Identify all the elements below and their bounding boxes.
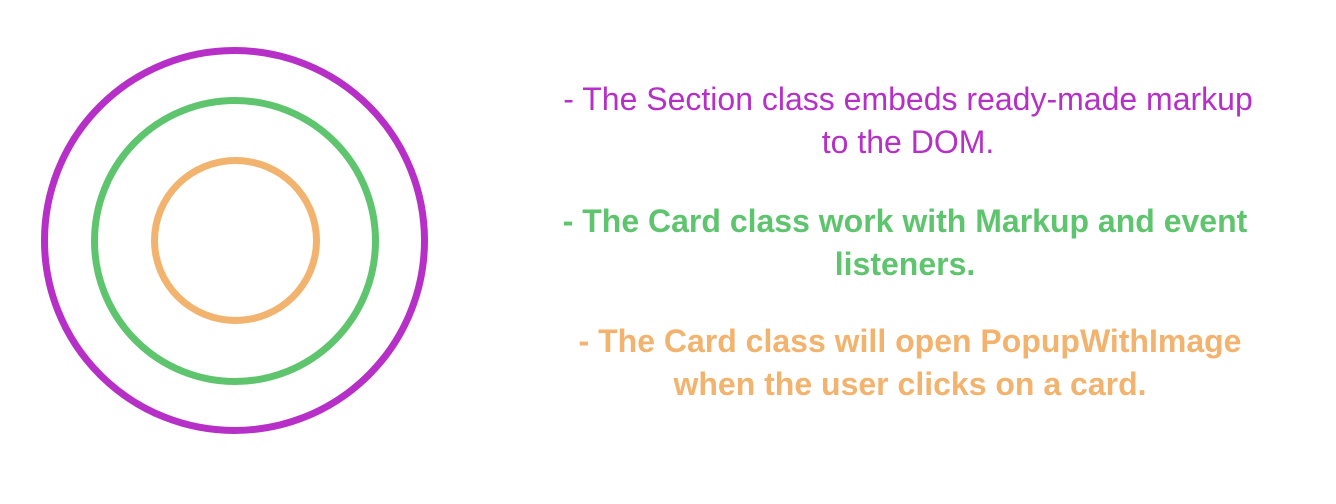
card-ring xyxy=(91,97,379,385)
popup-description: - The Card class will open PopupWithImag… xyxy=(510,320,1310,406)
section-description-line-2: to the DOM. xyxy=(821,124,995,160)
card-description-line-2: listeners. xyxy=(834,246,976,282)
section-description: - The Section class embeds ready-made ma… xyxy=(508,78,1308,164)
section-description-line-1: - The Section class embeds ready-made ma… xyxy=(563,81,1253,117)
popup-description-line-2: when the user clicks on a card. xyxy=(673,366,1147,402)
popup-with-image-ring xyxy=(151,157,320,324)
card-description-line-1: - The Card class work with Markup and ev… xyxy=(562,203,1248,239)
popup-description-line-1: - The Card class will open PopupWithImag… xyxy=(578,323,1242,359)
section-ring xyxy=(41,47,428,434)
concentric-circles-diagram xyxy=(0,0,480,504)
card-description: - The Card class work with Markup and ev… xyxy=(505,200,1305,286)
